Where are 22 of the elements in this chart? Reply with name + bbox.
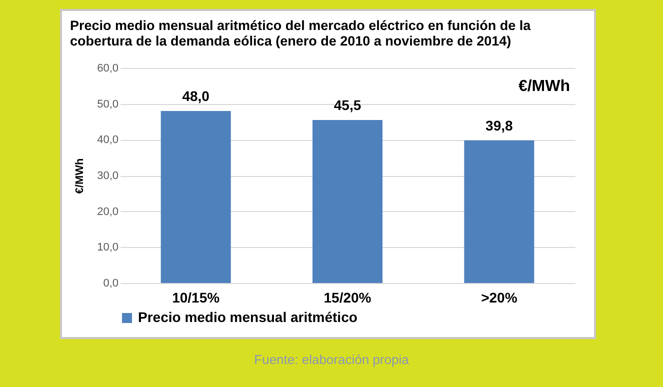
bar bbox=[160, 111, 231, 283]
y-tick-label: 50,0 bbox=[97, 98, 118, 110]
y-tick-label: 20,0 bbox=[97, 206, 118, 218]
y-tick-label: 10,0 bbox=[97, 242, 118, 254]
bar bbox=[312, 120, 382, 283]
x-tick-label: 10/15% bbox=[172, 290, 220, 306]
y-tick-label: 30,0 bbox=[97, 170, 118, 182]
text: Precio medio mensual aritmético del mercado eléctrico en función de la bbox=[70, 18, 531, 33]
data-label: 39,8 bbox=[486, 117, 514, 134]
data-label: 48,0 bbox=[182, 88, 210, 104]
y-axis-title: €/MWh bbox=[74, 158, 86, 194]
annotation: €/MWh bbox=[518, 78, 570, 95]
y-tick-label: 0,0 bbox=[103, 278, 118, 290]
legend-label: Precio medio mensual aritmético bbox=[138, 309, 358, 325]
source-note: Fuente: elaboración propia bbox=[253, 352, 410, 367]
x-tick-label: 15/20% bbox=[324, 290, 372, 306]
x-tick-label: >20% bbox=[481, 290, 518, 306]
data-label: 45,5 bbox=[334, 96, 362, 113]
y-tick-label: 40,0 bbox=[97, 134, 118, 146]
text: cobertura de la demanda eólica (enero de 2010 a noviembre de 2014) bbox=[70, 34, 512, 48]
bar bbox=[464, 140, 534, 283]
y-tick-label: 60,0 bbox=[97, 62, 118, 74]
